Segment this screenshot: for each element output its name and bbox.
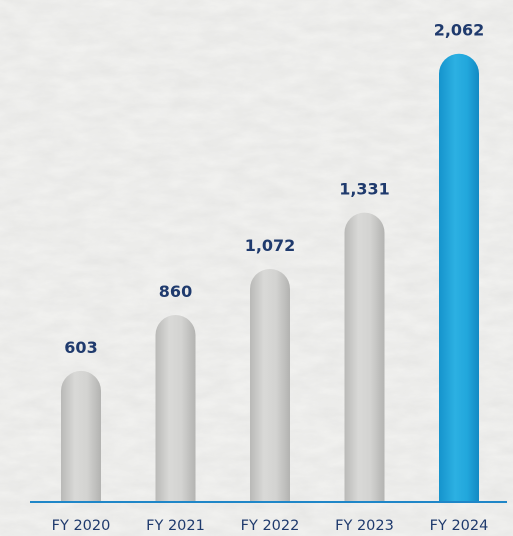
- x-tick-label-fy-2021: FY 2021: [146, 518, 205, 534]
- value-label-fy-2021: 860: [159, 282, 192, 301]
- x-tick-label-fy-2020: FY 2020: [52, 518, 111, 534]
- x-tick-labels-group: FY 2020 FY 2021 FY 2022 FY 2023 FY 2024: [52, 518, 489, 534]
- value-label-fy-2024: 2,062: [434, 21, 485, 40]
- x-tick-label-fy-2022: FY 2022: [241, 518, 300, 534]
- value-label-fy-2022: 1,072: [245, 236, 296, 255]
- bar-fy-2024: [439, 53, 479, 503]
- bar-fy-2020: [61, 370, 101, 502]
- value-labels-group: 603 860 1,072 1,331 2,062: [64, 21, 484, 357]
- bar-fy-2022: [250, 268, 290, 502]
- bar-fy-2021: [155, 315, 196, 502]
- x-tick-label-fy-2023: FY 2023: [335, 518, 394, 534]
- value-label-fy-2020: 603: [64, 338, 97, 357]
- value-label-fy-2023: 1,331: [339, 180, 390, 199]
- bar-fy-2023: [344, 212, 385, 502]
- x-tick-label-fy-2024: FY 2024: [430, 518, 489, 534]
- bars-group: [61, 53, 479, 503]
